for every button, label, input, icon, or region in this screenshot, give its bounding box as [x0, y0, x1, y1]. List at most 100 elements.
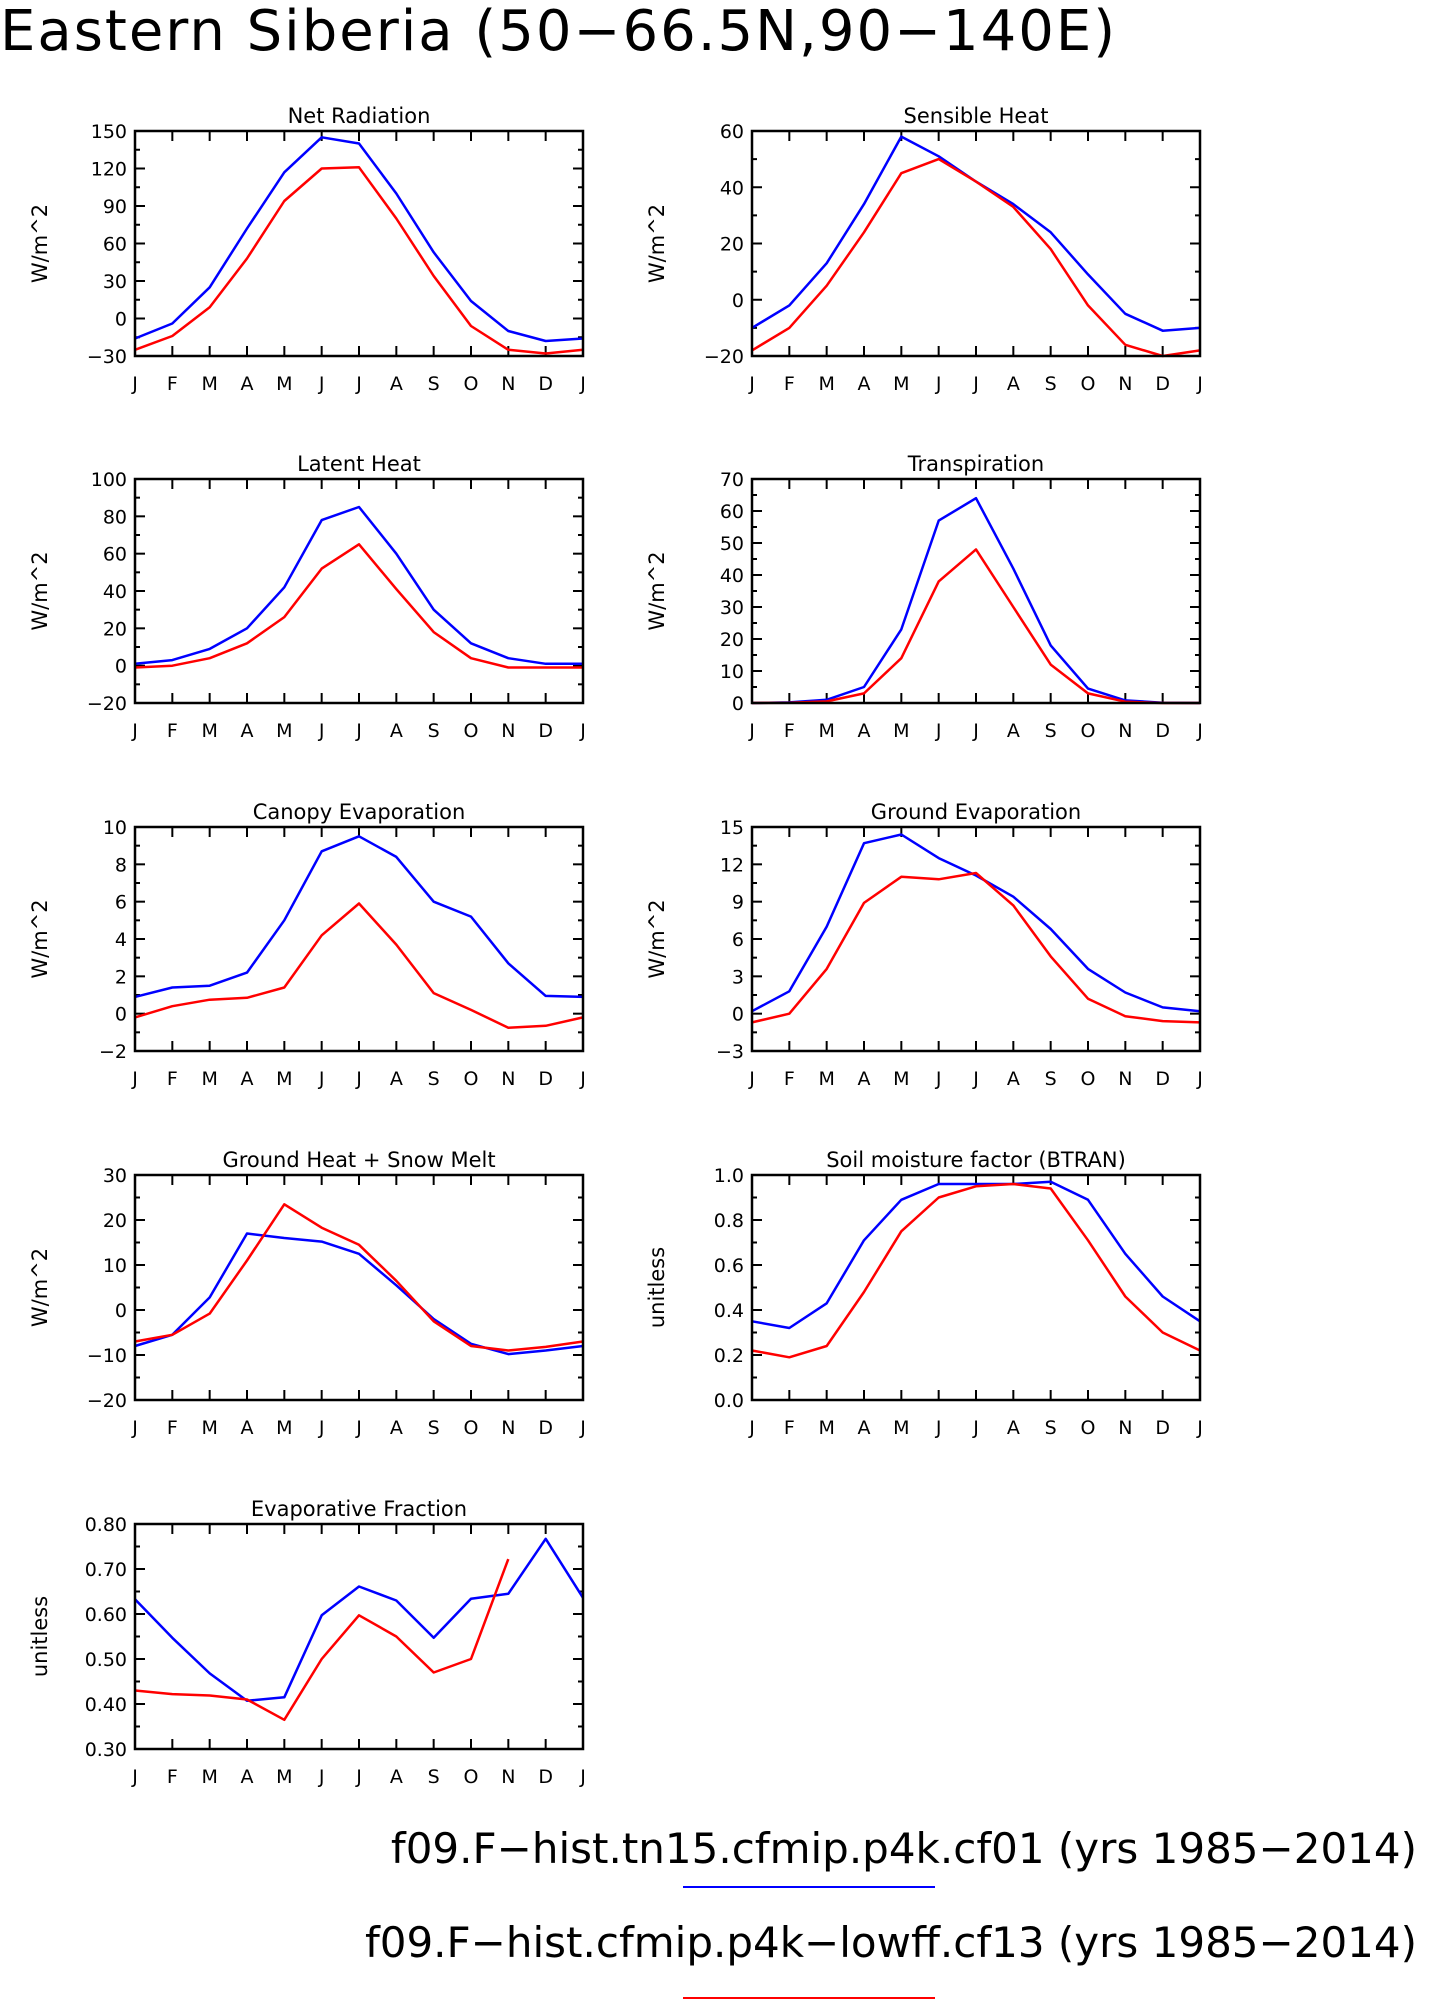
x-tick-label: J	[748, 720, 755, 742]
y-tick-label: 120	[91, 159, 127, 181]
y-axis-label: W/m^2	[28, 204, 52, 283]
y-tick-label: 0.8	[714, 1210, 744, 1232]
y-tick-label: 12	[720, 854, 744, 876]
x-tick-label: J	[355, 1068, 362, 1090]
y-tick-label: 0	[732, 290, 744, 312]
series-line-2	[134, 1203, 584, 1352]
x-tick-label: F	[784, 373, 795, 395]
x-tick-label: S	[1045, 373, 1057, 395]
y-tick-label: 0.6	[714, 1255, 744, 1277]
y-tick-label: 60	[720, 121, 744, 143]
x-tick-label: D	[538, 1417, 553, 1439]
x-tick-label: F	[784, 1417, 795, 1439]
x-tick-label: A	[1007, 720, 1020, 742]
x-tick-label: J	[935, 1417, 942, 1439]
legend-label-2: f09.F−hist.cfmip.p4k−lowff.cf13 (yrs 198…	[365, 1918, 1417, 1967]
y-tick-label: 0	[732, 1004, 744, 1026]
x-tick-label: J	[935, 720, 942, 742]
x-tick-label: J	[579, 1766, 586, 1788]
y-tick-label: 0	[115, 1004, 127, 1026]
y-tick-label: 0.70	[85, 1559, 127, 1581]
x-tick-label: O	[464, 720, 479, 742]
x-tick-label: A	[1007, 1068, 1020, 1090]
y-tick-label: 40	[720, 177, 744, 199]
plot-frame	[750, 1173, 1202, 1402]
x-tick-label: J	[131, 1417, 138, 1439]
y-tick-label: 30	[103, 271, 127, 293]
y-tick-label: 100	[91, 469, 127, 491]
y-tick-label: 0	[115, 1300, 127, 1322]
y-tick-label: 10	[720, 661, 744, 683]
series-line-1	[134, 505, 583, 666]
x-tick-label: M	[201, 720, 217, 742]
panel-title: Ground Evaporation	[871, 800, 1081, 824]
series-line-2	[751, 871, 1201, 1024]
legend: f09.F−hist.tn15.cfmip.p4k.cf01 (yrs 1985…	[365, 1824, 1417, 1999]
x-tick-label: N	[1118, 720, 1132, 742]
x-tick-label: N	[501, 1766, 515, 1788]
series-line-2	[134, 1558, 510, 1722]
y-axis-label: W/m^2	[28, 1248, 52, 1327]
x-tick-label: A	[241, 1068, 254, 1090]
x-tick-label: M	[818, 373, 834, 395]
series-line-2	[751, 548, 1200, 705]
y-tick-label: 20	[103, 618, 127, 640]
series-line-2	[751, 157, 1201, 358]
x-tick-label: S	[428, 1766, 440, 1788]
x-tick-label: J	[579, 1417, 586, 1439]
figure-title: Eastern Siberia (50−66.5N,90−140E)	[0, 0, 1117, 64]
panel-title: Canopy Evaporation	[253, 800, 466, 824]
y-tick-label: 30	[720, 597, 744, 619]
x-tick-label: O	[464, 1068, 479, 1090]
x-tick-label: J	[355, 1417, 362, 1439]
plot-frame	[133, 1173, 585, 1402]
x-tick-label: A	[390, 720, 403, 742]
x-tick-label: A	[390, 373, 403, 395]
x-tick-label: A	[858, 1068, 871, 1090]
y-tick-label: 0	[115, 656, 127, 678]
y-tick-label: 40	[720, 565, 744, 587]
y-tick-label: 20	[103, 1210, 127, 1232]
y-tick-label: 0.40	[85, 1694, 127, 1716]
x-tick-label: O	[1081, 720, 1096, 742]
x-tick-label: N	[1118, 373, 1132, 395]
y-tick-label: 150	[91, 121, 127, 143]
y-tick-label: 20	[720, 629, 744, 651]
plot-frame	[750, 477, 1202, 705]
x-tick-label: M	[893, 1068, 909, 1090]
series-line-2	[134, 902, 584, 1029]
x-tick-label: J	[1196, 373, 1203, 395]
y-tick-label: 4	[115, 929, 127, 951]
y-tick-label: 8	[115, 854, 127, 876]
y-tick-label: 10	[103, 1255, 127, 1277]
x-tick-label: M	[893, 720, 909, 742]
y-tick-label: 30	[103, 1165, 127, 1187]
x-tick-label: M	[276, 1068, 292, 1090]
x-tick-label: A	[390, 1417, 403, 1439]
y-tick-label: 0.0	[714, 1390, 744, 1412]
x-tick-label: O	[464, 373, 479, 395]
x-tick-label: J	[355, 720, 362, 742]
y-tick-label: 0.80	[85, 1514, 127, 1536]
panel-evaporative-fraction: Evaporative Fraction unitless 0.30 0.40 0.50…	[28, 1497, 586, 1788]
y-tick-label: 0.4	[714, 1300, 744, 1322]
x-tick-label: O	[464, 1766, 479, 1788]
x-tick-label: A	[1007, 1417, 1020, 1439]
x-tick-label: D	[538, 720, 553, 742]
x-tick-label: J	[972, 1068, 979, 1090]
x-tick-label: J	[972, 1417, 979, 1439]
x-tick-label: A	[1007, 373, 1020, 395]
series-line-1	[134, 1232, 584, 1356]
series-line-2	[134, 543, 583, 669]
x-tick-label: A	[241, 1417, 254, 1439]
x-tick-label: S	[428, 720, 440, 742]
series-line-1	[751, 833, 1201, 1013]
x-tick-label: F	[784, 720, 795, 742]
y-tick-label: 60	[720, 501, 744, 523]
series-line-1	[134, 835, 584, 999]
y-tick-label: 60	[103, 234, 127, 256]
x-tick-label: A	[241, 1766, 254, 1788]
y-tick-label: 0.60	[85, 1604, 127, 1626]
plot-frame	[133, 129, 585, 358]
